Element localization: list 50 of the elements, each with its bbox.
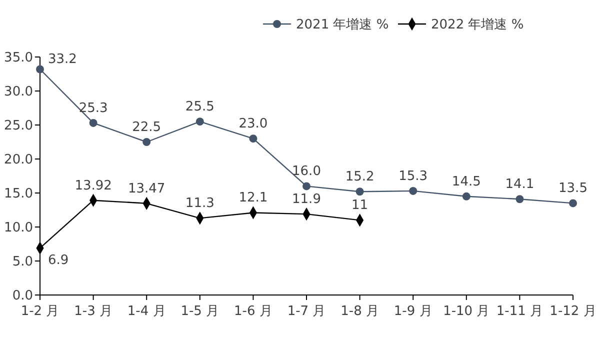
y-tick-label: 25.0 (4, 118, 33, 134)
y-tick-label: 0.0 (12, 288, 33, 304)
point (409, 186, 418, 195)
data-label: 11 (352, 198, 368, 214)
point (36, 65, 44, 74)
x-tick-label: 1-10 月 (443, 304, 490, 319)
point (462, 192, 470, 200)
data-label: 14.1 (505, 177, 534, 192)
x-tick-label: 1-2 月 (20, 304, 60, 319)
data-label: 23.0 (238, 116, 268, 132)
point (196, 118, 204, 126)
x-tick-label: 1-11 月 (496, 304, 544, 319)
x-tick-label: 1-5 月 (180, 304, 220, 319)
x-tick-label: 1-3 月 (74, 304, 112, 319)
y-tick-label: 10.0 (4, 220, 33, 236)
point (516, 195, 524, 204)
data-label: 14.5 (452, 174, 481, 190)
data-label: 25.5 (185, 100, 214, 115)
data-label: 15.3 (398, 168, 428, 184)
data-label: 11.9 (292, 192, 321, 208)
data-label: 13.92 (74, 178, 112, 194)
y-tick-label: 15.0 (4, 186, 33, 202)
point (249, 134, 258, 143)
data-label: 25.3 (78, 100, 108, 116)
data-label: 33.2 (48, 52, 77, 68)
point (356, 188, 364, 196)
point (302, 182, 310, 190)
x-tick-label: 1-8 月 (340, 304, 379, 319)
point (142, 138, 151, 146)
x-tick-label: 1-12 月 (550, 304, 596, 319)
point (569, 199, 577, 208)
y-tick-label: 20.0 (4, 152, 33, 168)
point (89, 118, 98, 127)
legend-label: 2022 年增速 % (431, 18, 524, 32)
data-label: 6.9 (48, 253, 69, 268)
data-label: 16.0 (292, 164, 321, 180)
x-tick-label: 1-4 月 (127, 304, 166, 319)
data-label: 11.3 (185, 196, 214, 212)
data-label: 13.5 (558, 181, 588, 196)
x-tick-label: 1-9 月 (394, 304, 432, 319)
legend-label: 2021 年增速 % (296, 18, 389, 32)
x-tick-label: 1-7 月 (287, 304, 326, 319)
data-label: 22.5 (132, 120, 162, 135)
data-label: 12.1 (238, 190, 268, 206)
data-label: 15.2 (345, 170, 374, 185)
y-tick-label: 35.0 (4, 50, 33, 66)
data-label: 13.47 (128, 181, 166, 196)
x-tick-label: 1-6 月 (234, 304, 272, 319)
y-tick-label: 5.0 (12, 254, 33, 270)
y-tick-label: 30.0 (4, 84, 33, 100)
